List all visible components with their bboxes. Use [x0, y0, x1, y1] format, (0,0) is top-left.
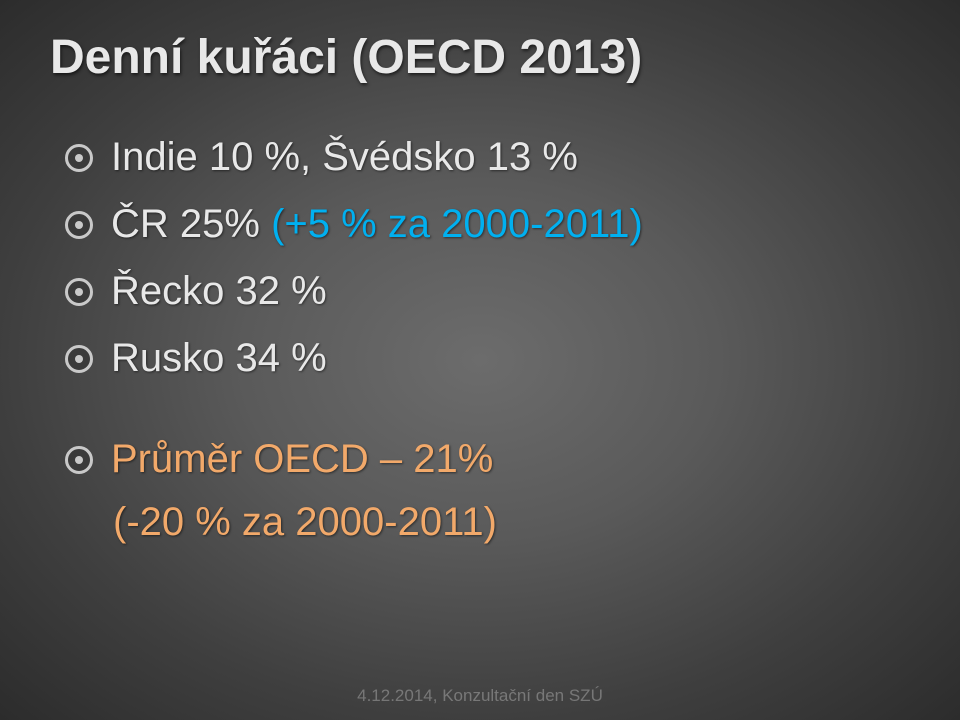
bullet-text: ČR 25% (+5 % za 2000-2011): [111, 202, 643, 247]
bullet-item: ČR 25% (+5 % za 2000-2011): [65, 202, 910, 247]
bullet-icon: [65, 211, 93, 239]
bullet-text-orange: Průměr OECD – 21%: [111, 437, 493, 482]
bullet-text: Indie 10 %, Švédsko 13 %: [111, 135, 578, 180]
bullet-item: Průměr OECD – 21%: [65, 437, 910, 482]
bullet-text: Řecko 32 %: [111, 269, 327, 314]
slide: Denní kuřáci (OECD 2013) Indie 10 %, Švé…: [0, 0, 960, 720]
bullet-item: Řecko 32 %: [65, 269, 910, 314]
bullet-item: Indie 10 %, Švédsko 13 %: [65, 135, 910, 180]
spacer: [65, 403, 910, 437]
bullet-subtext-orange: (-20 % za 2000-2011): [113, 500, 910, 545]
slide-title: Denní kuřáci (OECD 2013): [50, 30, 642, 85]
bullet-text-plain: ČR 25%: [111, 202, 271, 246]
slide-content: Indie 10 %, Švédsko 13 % ČR 25% (+5 % za…: [65, 135, 910, 545]
bullet-text: Rusko 34 %: [111, 336, 327, 381]
bullet-icon: [65, 446, 93, 474]
bullet-icon: [65, 278, 93, 306]
bullet-text-blue: (+5 % za 2000-2011): [271, 202, 643, 246]
bullet-icon: [65, 144, 93, 172]
bullet-icon: [65, 345, 93, 373]
bullet-item: Rusko 34 %: [65, 336, 910, 381]
slide-footer: 4.12.2014, Konzultační den SZÚ: [0, 686, 960, 706]
